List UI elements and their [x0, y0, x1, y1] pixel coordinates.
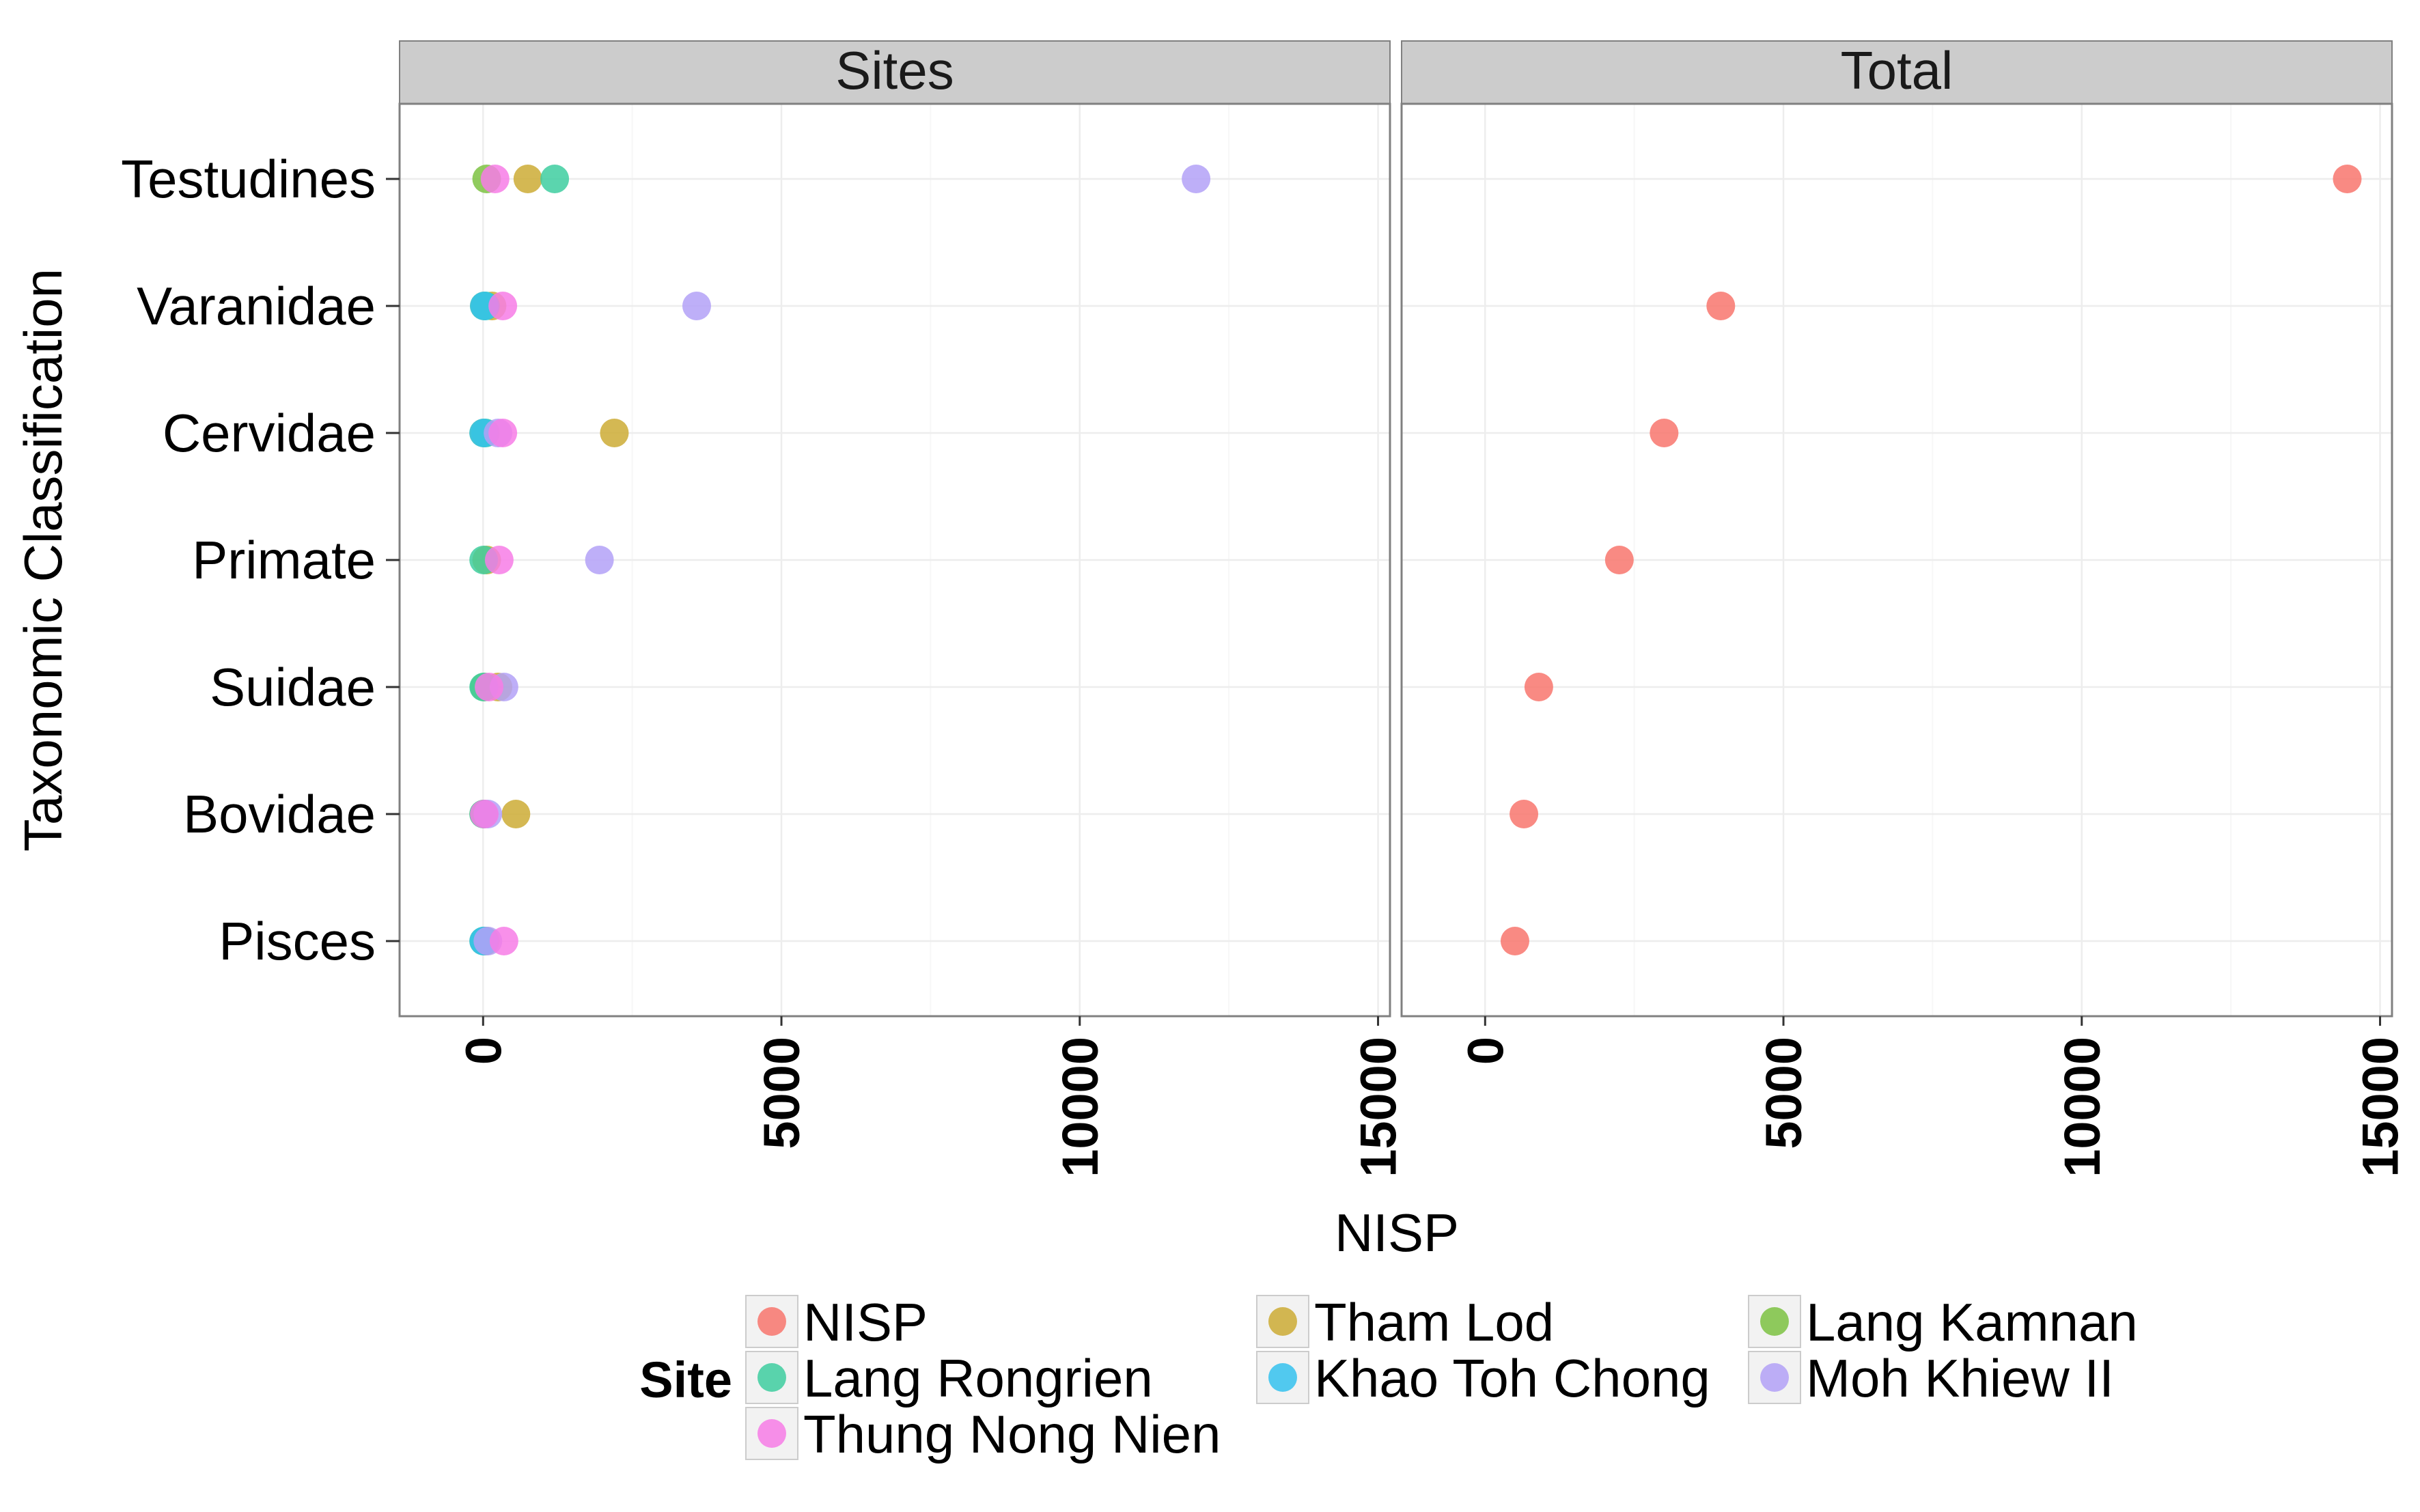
data-point: [1706, 292, 1736, 320]
legend-swatch: [757, 1307, 786, 1336]
legend-label: NISP: [803, 1292, 928, 1352]
data-point: [1510, 800, 1539, 828]
legend-swatch: [757, 1363, 786, 1392]
x-tick-label: 5000: [753, 1037, 810, 1149]
x-tick-label: 0: [1457, 1037, 1514, 1065]
y-tick-label: Cervidae: [163, 403, 376, 463]
x-axes: 0 5000 10000 15000 0 5000 10000 15000: [455, 1016, 2409, 1177]
y-axis: Testudines Varanidae Cervidae Primate Suidae…: [121, 149, 400, 971]
y-axis-title: Taxonomic Classification: [13, 268, 73, 852]
panel-total: Total: [1400, 40, 2393, 1018]
facet-strip: [1401, 40, 2393, 104]
x-tick-label: 15000: [1350, 1037, 1407, 1177]
x-tick-label: 10000: [2054, 1037, 2111, 1177]
data-point: [513, 165, 542, 193]
y-tick-label: Suidae: [210, 657, 376, 717]
legend-swatch: [1760, 1363, 1789, 1392]
data-point: [480, 165, 510, 193]
y-tick-label: Bovidae: [183, 784, 376, 844]
data-point: [475, 673, 504, 701]
data-point: [585, 546, 614, 574]
data-point: [488, 292, 518, 320]
legend-swatch: [1268, 1363, 1297, 1392]
x-tick-label: 15000: [2352, 1037, 2409, 1177]
data-point: [1524, 673, 1553, 701]
data-point: [2333, 165, 2362, 193]
data-point: [501, 800, 531, 828]
legend-swatch: [1268, 1307, 1297, 1336]
legend-swatch: [757, 1419, 786, 1448]
data-point: [484, 546, 514, 574]
panels: Sites Total: [398, 40, 2393, 1018]
data-point: [540, 165, 570, 193]
facet-strip-label: Sites: [835, 40, 954, 100]
data-point: [1604, 546, 1634, 574]
y-tick-label: Primate: [192, 530, 376, 590]
y-tick-label: Varanidae: [137, 276, 376, 336]
data-point: [489, 927, 518, 955]
y-tick-label: Pisces: [219, 911, 376, 971]
legend-label: Moh Khiew II: [1806, 1348, 2114, 1408]
panel-border: [1400, 102, 2393, 1018]
legend-title: Site: [639, 1352, 732, 1408]
facet-strip-label: Total: [1841, 40, 1953, 100]
y-tick-label: Testudines: [121, 149, 376, 209]
legend-label: Thung Nong Nien: [803, 1404, 1221, 1464]
legend-label: Lang Kamnan: [1806, 1292, 2138, 1352]
panel-sites: Sites: [398, 40, 1391, 1018]
data-point: [470, 800, 499, 828]
x-axis-title: NISP: [1335, 1203, 1459, 1263]
x-tick-label: 10000: [1052, 1037, 1109, 1177]
x-tick-label: 5000: [1755, 1037, 1812, 1149]
legend-label: Lang Rongrien: [803, 1348, 1153, 1408]
data-point: [1182, 165, 1211, 193]
data-point: [1650, 419, 1679, 447]
facet-strip: [399, 40, 1391, 104]
legend-label: Khao Toh Chong: [1314, 1348, 1710, 1408]
legend-swatch: [1760, 1307, 1789, 1336]
data-point: [1500, 927, 1529, 955]
data-point: [488, 419, 518, 447]
data-point: [600, 419, 629, 447]
legend-label: Tham Lod: [1314, 1292, 1554, 1352]
data-point: [682, 292, 711, 320]
x-tick-label: 0: [455, 1037, 512, 1065]
